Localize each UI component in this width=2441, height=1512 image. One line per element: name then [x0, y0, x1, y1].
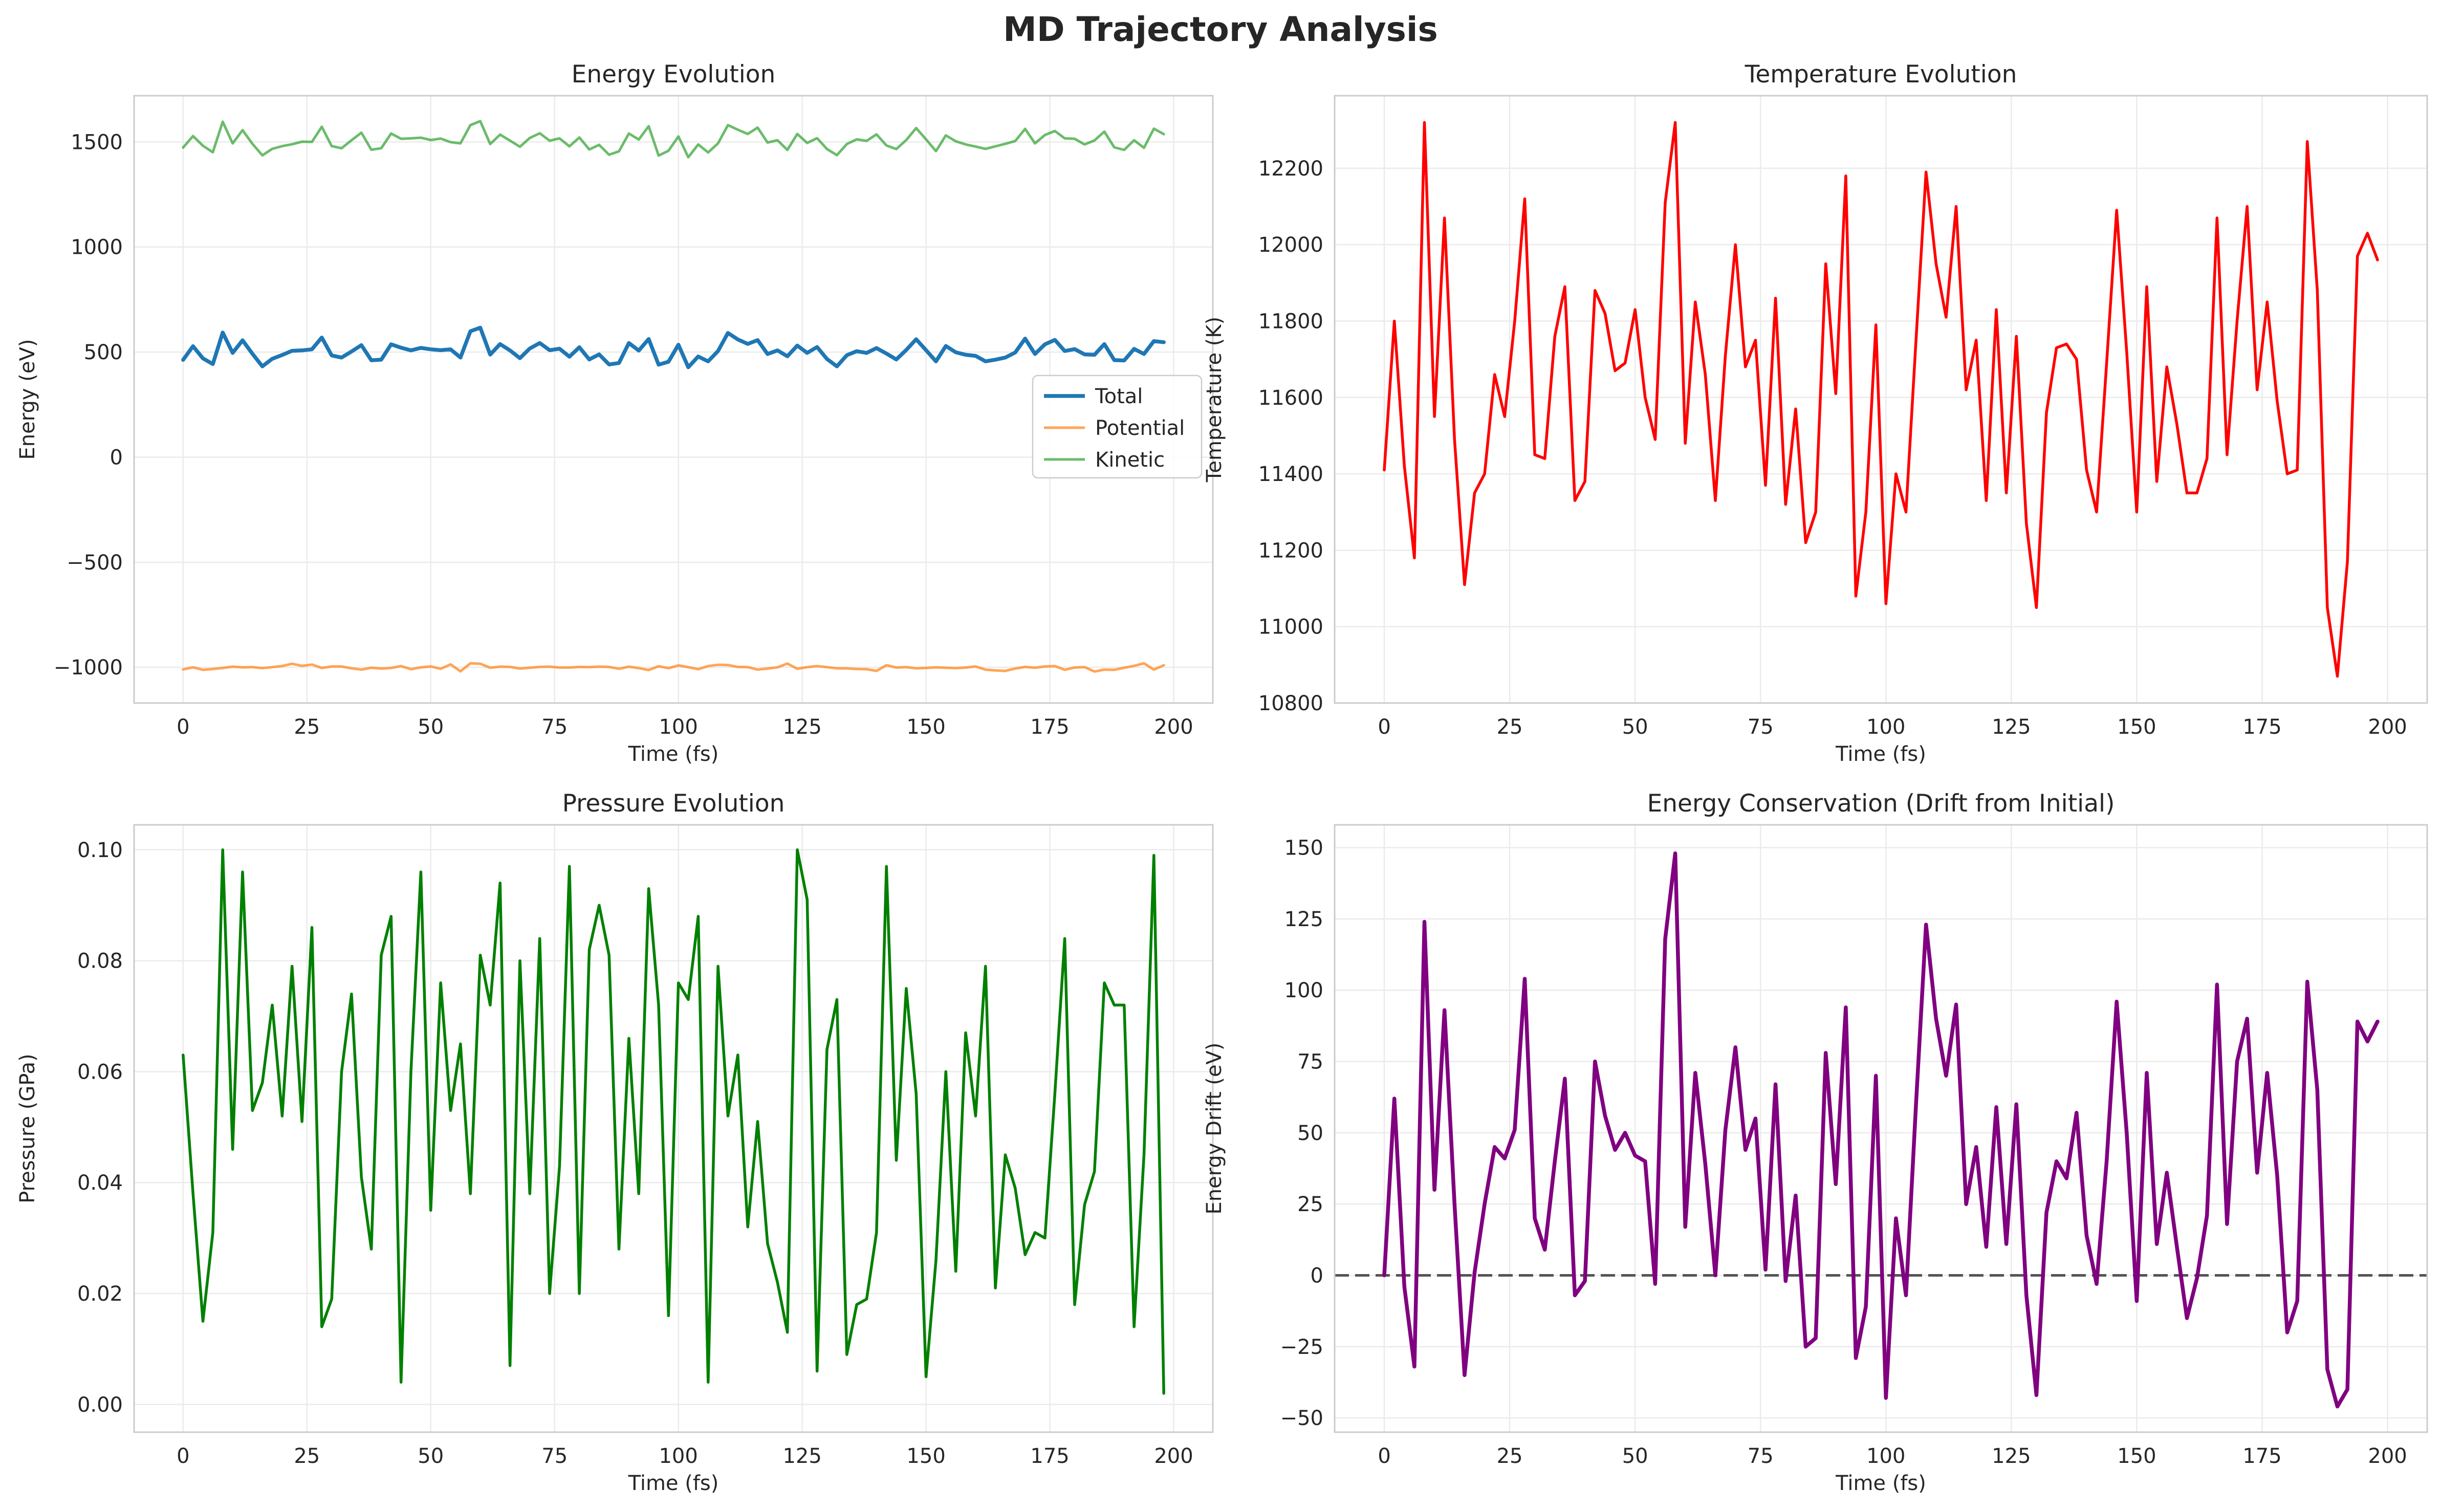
temperature-y-tick-label: 12200 [1258, 157, 1323, 181]
energy-series-potential-line [182, 662, 1165, 673]
temperature-series-temperature-line [1383, 121, 2379, 678]
drift-x-tick-label: 50 [1622, 1444, 1648, 1468]
temperature-plot-area [1335, 96, 2427, 703]
energy-chart-title: Energy Evolution [572, 60, 776, 89]
pressure-series-pressure-line [182, 848, 1165, 1395]
temperature-x-tick-label: 175 [2242, 715, 2281, 739]
pressure-x-tick-label: 25 [294, 1444, 320, 1468]
pressure-y-tick-label: 0.04 [77, 1171, 123, 1195]
temperature-x-tick-label: 0 [1378, 715, 1390, 739]
pressure-axes-frame [133, 824, 1214, 1433]
pressure-x-tick-label: 50 [418, 1444, 444, 1468]
temperature-y-tick-label: 11200 [1258, 539, 1323, 562]
temperature-y-axis-label: Temperature (K) [1203, 317, 1226, 483]
energy-series-kinetic-line [182, 120, 1165, 159]
drift-y-tick-label: −25 [1280, 1335, 1323, 1359]
temperature-x-tick-label: 125 [1992, 715, 2031, 739]
drift-y-tick-label: 25 [1297, 1193, 1323, 1216]
energy-x-tick-label: 0 [177, 715, 189, 739]
pressure-chart-title: Pressure Evolution [562, 790, 785, 818]
energy-x-tick-label: 100 [659, 715, 698, 739]
temperature-x-tick-label: 100 [1866, 715, 1905, 739]
temperature-x-tick-label: 150 [2117, 715, 2156, 739]
pressure-x-tick-label: 175 [1030, 1444, 1069, 1468]
temperature-x-tick-label: 25 [1497, 715, 1523, 739]
drift-y-axis-label: Energy Drift (eV) [1203, 1042, 1226, 1214]
drift-x-tick-label: 0 [1378, 1444, 1390, 1468]
figure-suptitle: MD Trajectory Analysis [1003, 10, 1438, 49]
temperature-y-tick-label: 10800 [1258, 692, 1323, 715]
energy-legend-box [1032, 375, 1203, 479]
energy-legend: Total Potential Kinetic [1032, 375, 1203, 479]
pressure-x-tick-label: 125 [782, 1444, 821, 1468]
energy-x-tick-label: 150 [906, 715, 945, 739]
energy-x-tick-label: 175 [1030, 715, 1069, 739]
drift-y-tick-label: 75 [1297, 1050, 1323, 1074]
pressure-y-tick-label: 0.00 [77, 1393, 123, 1417]
energy-x-axis-label: Time (fs) [628, 742, 719, 766]
energy-drift-panel: 0 25 50 75 100 125 150 175 200 −50 −25 0 25 50 75 100 12… [1203, 790, 2428, 1495]
temperature-evolution-panel: 0 25 50 75 100 125 150 175 200 10800 11000 11200 114… [1203, 60, 2428, 766]
energy-x-tick-label: 25 [294, 715, 320, 739]
energy-y-axis-label: Energy (eV) [16, 339, 39, 460]
drift-x-axis-label: Time (fs) [1835, 1472, 1926, 1495]
drift-axes-frame [1334, 824, 2428, 1433]
energy-y-tick-label: 0 [110, 446, 123, 469]
pressure-y-tick-label: 0.10 [77, 839, 123, 862]
pressure-x-tick-label: 100 [659, 1444, 698, 1468]
drift-y-tick-label: 125 [1284, 908, 1323, 931]
drift-x-tick-label: 75 [1748, 1444, 1774, 1468]
drift-x-tick-label: 150 [2117, 1444, 2156, 1468]
pressure-x-tick-label: 150 [906, 1444, 945, 1468]
drift-series-energy-drift-line [1382, 851, 2380, 1409]
energy-legend-entry-kinetic: Kinetic [1095, 448, 1165, 472]
temperature-y-tick-label: 11000 [1258, 616, 1323, 639]
pressure-x-tick-label: 75 [541, 1444, 568, 1468]
pressure-y-tick-label: 0.06 [77, 1060, 123, 1084]
energy-x-tick-label: 50 [418, 715, 444, 739]
temperature-axes-frame [1334, 95, 2428, 704]
drift-y-tick-label: 100 [1284, 979, 1323, 1002]
energy-x-tick-label: 200 [1154, 715, 1193, 739]
drift-x-tick-label: 175 [2242, 1444, 2281, 1468]
pressure-y-tick-label: 0.08 [77, 950, 123, 973]
drift-y-tick-label: −50 [1280, 1407, 1323, 1430]
energy-legend-entry-total: Total [1095, 385, 1143, 408]
energy-evolution-panel: 0 25 50 75 100 125 150 175 200 −1000 −500 0 500 1000 1… [16, 60, 1214, 766]
temperature-x-tick-label: 50 [1622, 715, 1648, 739]
energy-legend-entry-potential: Potential [1095, 417, 1185, 440]
energy-y-tick-label: 500 [84, 341, 123, 364]
energy-y-tick-label: −1000 [54, 656, 123, 680]
drift-y-tick-label: 0 [1311, 1264, 1323, 1287]
energy-axes-frame [133, 95, 1214, 704]
pressure-x-tick-label: 200 [1154, 1444, 1193, 1468]
temperature-y-tick-label: 11800 [1258, 310, 1323, 333]
temperature-y-tick-label: 11600 [1258, 386, 1323, 410]
temperature-y-tick-label: 11400 [1258, 463, 1323, 486]
energy-y-tick-label: 1500 [71, 130, 123, 154]
drift-x-tick-label: 200 [2368, 1444, 2407, 1468]
pressure-y-axis-label: Pressure (GPa) [16, 1054, 39, 1203]
energy-x-tick-label: 125 [782, 715, 821, 739]
drift-y-tick-label: 150 [1284, 837, 1323, 860]
temperature-chart-title: Temperature Evolution [1745, 60, 2017, 89]
drift-x-tick-label: 100 [1866, 1444, 1905, 1468]
energy-y-tick-label: −500 [67, 551, 123, 575]
energy-y-tick-label: 1000 [71, 236, 123, 259]
drift-chart-title: Energy Conservation (Drift from Initial) [1647, 790, 2115, 818]
drift-x-tick-label: 125 [1992, 1444, 2031, 1468]
energy-x-tick-label: 75 [541, 715, 568, 739]
temperature-y-tick-label: 12000 [1258, 233, 1323, 257]
pressure-evolution-panel: 0 25 50 75 100 125 150 175 200 0.00 0.02 0.04 0.06 0.… [16, 790, 1214, 1495]
drift-y-tick-label: 50 [1297, 1122, 1323, 1145]
drift-x-tick-label: 25 [1497, 1444, 1523, 1468]
temperature-x-tick-label: 200 [2368, 715, 2407, 739]
pressure-x-tick-label: 0 [177, 1444, 189, 1468]
pressure-y-tick-label: 0.02 [77, 1282, 123, 1306]
temperature-x-axis-label: Time (fs) [1835, 742, 1926, 766]
pressure-x-axis-label: Time (fs) [628, 1472, 719, 1495]
energy-series-total-line [181, 325, 1166, 369]
temperature-x-tick-label: 75 [1748, 715, 1774, 739]
